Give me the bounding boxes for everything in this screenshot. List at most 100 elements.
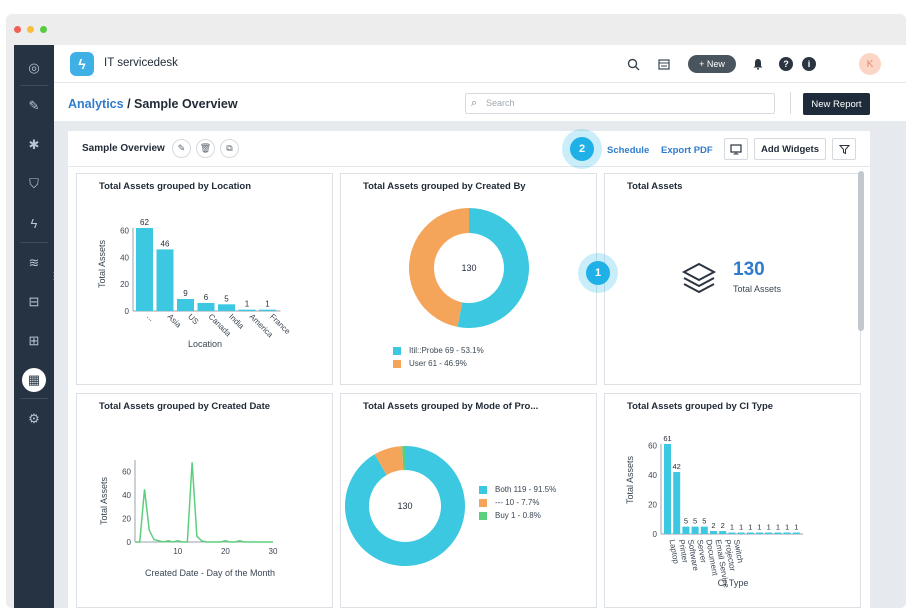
bar bbox=[218, 304, 235, 311]
location-bar-chart: 020406062...46Asia9US6Canada5India1Ameri… bbox=[97, 218, 292, 349]
series-line bbox=[135, 462, 273, 543]
monitor-icon[interactable] bbox=[724, 138, 748, 160]
legend-label: User 61 - 46.9% bbox=[409, 359, 467, 368]
bar-value-label: 1 bbox=[748, 523, 752, 532]
bell-icon[interactable] bbox=[749, 55, 767, 73]
app-name: IT servicedesk bbox=[104, 57, 178, 69]
minimize-dot[interactable] bbox=[27, 26, 34, 33]
widget-location[interactable]: Total Assets grouped by Location 0 20 40 60… bbox=[76, 173, 333, 385]
bar bbox=[197, 302, 215, 311]
x-tick-label: 10 bbox=[173, 547, 182, 556]
breadcrumb-analytics-link[interactable]: Analytics bbox=[68, 97, 124, 111]
add-widgets-button[interactable]: Add Widgets bbox=[754, 138, 826, 160]
legend-swatch bbox=[479, 498, 487, 507]
legend-label: Buy 1 - 0.8% bbox=[495, 511, 541, 520]
y-tick-label: 20 bbox=[648, 500, 657, 509]
calendar-icon[interactable] bbox=[655, 55, 673, 73]
scrollbar[interactable] bbox=[858, 171, 864, 331]
shield-icon[interactable]: ⛉ bbox=[29, 176, 39, 191]
layers-icon[interactable]: ≋ bbox=[28, 255, 40, 270]
ticket-icon[interactable]: ✎ bbox=[28, 98, 40, 113]
x-tick-label: 30 bbox=[269, 547, 278, 556]
donut-slice bbox=[402, 446, 405, 471]
widget-created-by[interactable]: Total Assets grouped by Created By 130 I… bbox=[340, 173, 597, 385]
created-by-donut-chart: 130 bbox=[409, 208, 529, 328]
y-tick-label: 0 bbox=[653, 530, 658, 539]
copy-icon[interactable]: ⧉ bbox=[220, 139, 239, 158]
widget-created-date[interactable]: Total Assets grouped by Created Date 0 20… bbox=[76, 393, 333, 608]
y-tick-label: 40 bbox=[122, 491, 131, 500]
help-icon[interactable]: ? bbox=[779, 57, 793, 71]
edit-icon[interactable]: ✎ bbox=[172, 139, 191, 158]
layers-icon bbox=[681, 262, 717, 294]
page-title: Sample Overview bbox=[134, 97, 238, 111]
schedule-link[interactable]: Schedule bbox=[607, 145, 650, 156]
y-tick-label: 0 bbox=[127, 538, 132, 547]
app-logo-icon[interactable]: ϟ bbox=[70, 52, 94, 76]
widget-ci-type[interactable]: Total Assets grouped by CI Type 0 20 40 60 6… bbox=[604, 393, 861, 608]
search-icon: ⌕ bbox=[471, 97, 478, 109]
donut-slice bbox=[345, 446, 465, 566]
analytics-icon[interactable]: ▦ bbox=[22, 368, 46, 392]
x-tick-label: 20 bbox=[221, 547, 230, 556]
bug-icon[interactable]: ✱ bbox=[28, 137, 40, 152]
x-axis-title: Location bbox=[188, 339, 222, 349]
avatar[interactable]: K bbox=[859, 53, 881, 75]
widget-total-assets[interactable]: Total Assets 130 Total Assets bbox=[604, 173, 861, 385]
bar-value-label: 1 bbox=[265, 300, 270, 309]
bar bbox=[792, 532, 800, 534]
y-tick-label: 20 bbox=[120, 280, 129, 289]
bar-value-label: 5 bbox=[224, 294, 229, 303]
sidebar: ◎ ✎ ✱ ⛉ ϟ ≋ ⋮ ⊟ ⊞ ▦ ⚙ bbox=[14, 45, 59, 608]
widget-title: Total Assets grouped by Created By bbox=[363, 181, 526, 192]
filter-icon[interactable] bbox=[832, 138, 856, 160]
legend-label: Both 119 - 91.5% bbox=[495, 485, 557, 494]
dashboard-icon[interactable]: ◎ bbox=[28, 60, 40, 75]
total-assets-value: 130 bbox=[733, 259, 765, 280]
maximize-dot[interactable] bbox=[40, 26, 47, 33]
new-report-button[interactable]: New Report bbox=[803, 93, 870, 115]
widget-title: Total Assets grouped by Location bbox=[99, 181, 252, 192]
donut-slice bbox=[457, 208, 529, 328]
header-divider bbox=[790, 92, 791, 114]
inbox-icon[interactable]: ⊟ bbox=[28, 294, 40, 309]
widget-title: Total Assets grouped by CI Type bbox=[627, 401, 774, 412]
gear-icon[interactable]: ⚙ bbox=[28, 411, 40, 426]
bolt-icon[interactable]: ϟ bbox=[30, 215, 38, 231]
x-tick-label: Printer bbox=[677, 539, 690, 564]
search-icon[interactable] bbox=[624, 55, 642, 73]
sidebar-divider bbox=[20, 85, 48, 86]
bar bbox=[783, 532, 791, 534]
created-date-line-chart: 0 20 40 60 10 20 30 Created Date - Day of the M… bbox=[99, 460, 278, 578]
legend-item: --- 10 - 7.7% bbox=[479, 498, 556, 507]
y-axis-title: Total Assets bbox=[97, 239, 107, 288]
top-bar: ϟ IT servicedesk + New ? i K bbox=[54, 45, 906, 83]
x-tick-label: Server bbox=[695, 539, 708, 564]
delete-icon[interactable]: 🗑 bbox=[196, 139, 215, 158]
new-button[interactable]: + New bbox=[688, 55, 736, 73]
y-tick-label: 60 bbox=[120, 227, 129, 236]
y-axis-title: Total Assets bbox=[625, 455, 635, 504]
widget-title: Total Assets bbox=[627, 181, 683, 192]
legend-swatch bbox=[479, 485, 487, 494]
breadcrumb-separator: / bbox=[123, 97, 135, 111]
close-dot[interactable] bbox=[14, 26, 21, 33]
procurement-legend: Both 119 - 91.5% --- 10 - 7.7% Buy 1 - 0… bbox=[479, 485, 556, 524]
bar bbox=[691, 526, 699, 534]
widget-title: Total Assets grouped by Mode of Pro... bbox=[363, 401, 539, 412]
export-pdf-link[interactable]: Export PDF bbox=[661, 145, 713, 156]
bar bbox=[664, 444, 671, 534]
step-marker-label: 1 bbox=[586, 261, 610, 285]
search-placeholder: Search bbox=[486, 98, 515, 108]
bar-value-label: 2 bbox=[711, 521, 715, 530]
info-icon[interactable]: i bbox=[802, 57, 816, 71]
x-tick-label: Asia bbox=[166, 312, 184, 330]
book-icon[interactable]: ⊞ bbox=[28, 333, 40, 348]
search-input[interactable]: ⌕ Search bbox=[465, 93, 775, 114]
widget-mode-of-procurement[interactable]: Total Assets grouped by Mode of Pro... 1… bbox=[340, 393, 597, 608]
dashboard-panel: Sample Overview ✎ 🗑 ⧉ 2 Schedule Export … bbox=[68, 129, 870, 608]
y-tick-label: 40 bbox=[120, 253, 129, 262]
bar bbox=[765, 532, 773, 534]
bar-value-label: 1 bbox=[785, 523, 789, 532]
bar bbox=[259, 309, 276, 311]
